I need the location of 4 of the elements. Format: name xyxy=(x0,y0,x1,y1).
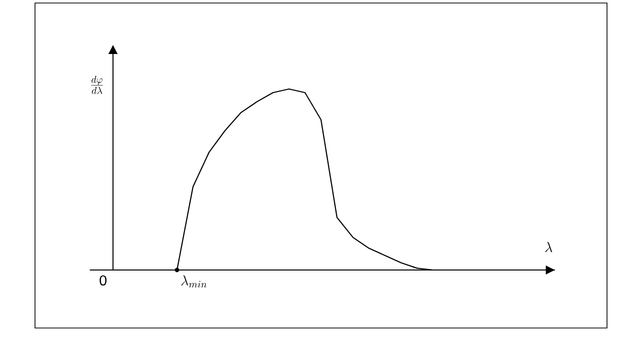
text: $\lambda$ xyxy=(545,242,552,252)
text: $\frac{d\varphi}{d\lambda}$ xyxy=(91,76,103,94)
text: $\lambda_{min}$ xyxy=(181,275,207,288)
text: 0 xyxy=(100,275,107,286)
